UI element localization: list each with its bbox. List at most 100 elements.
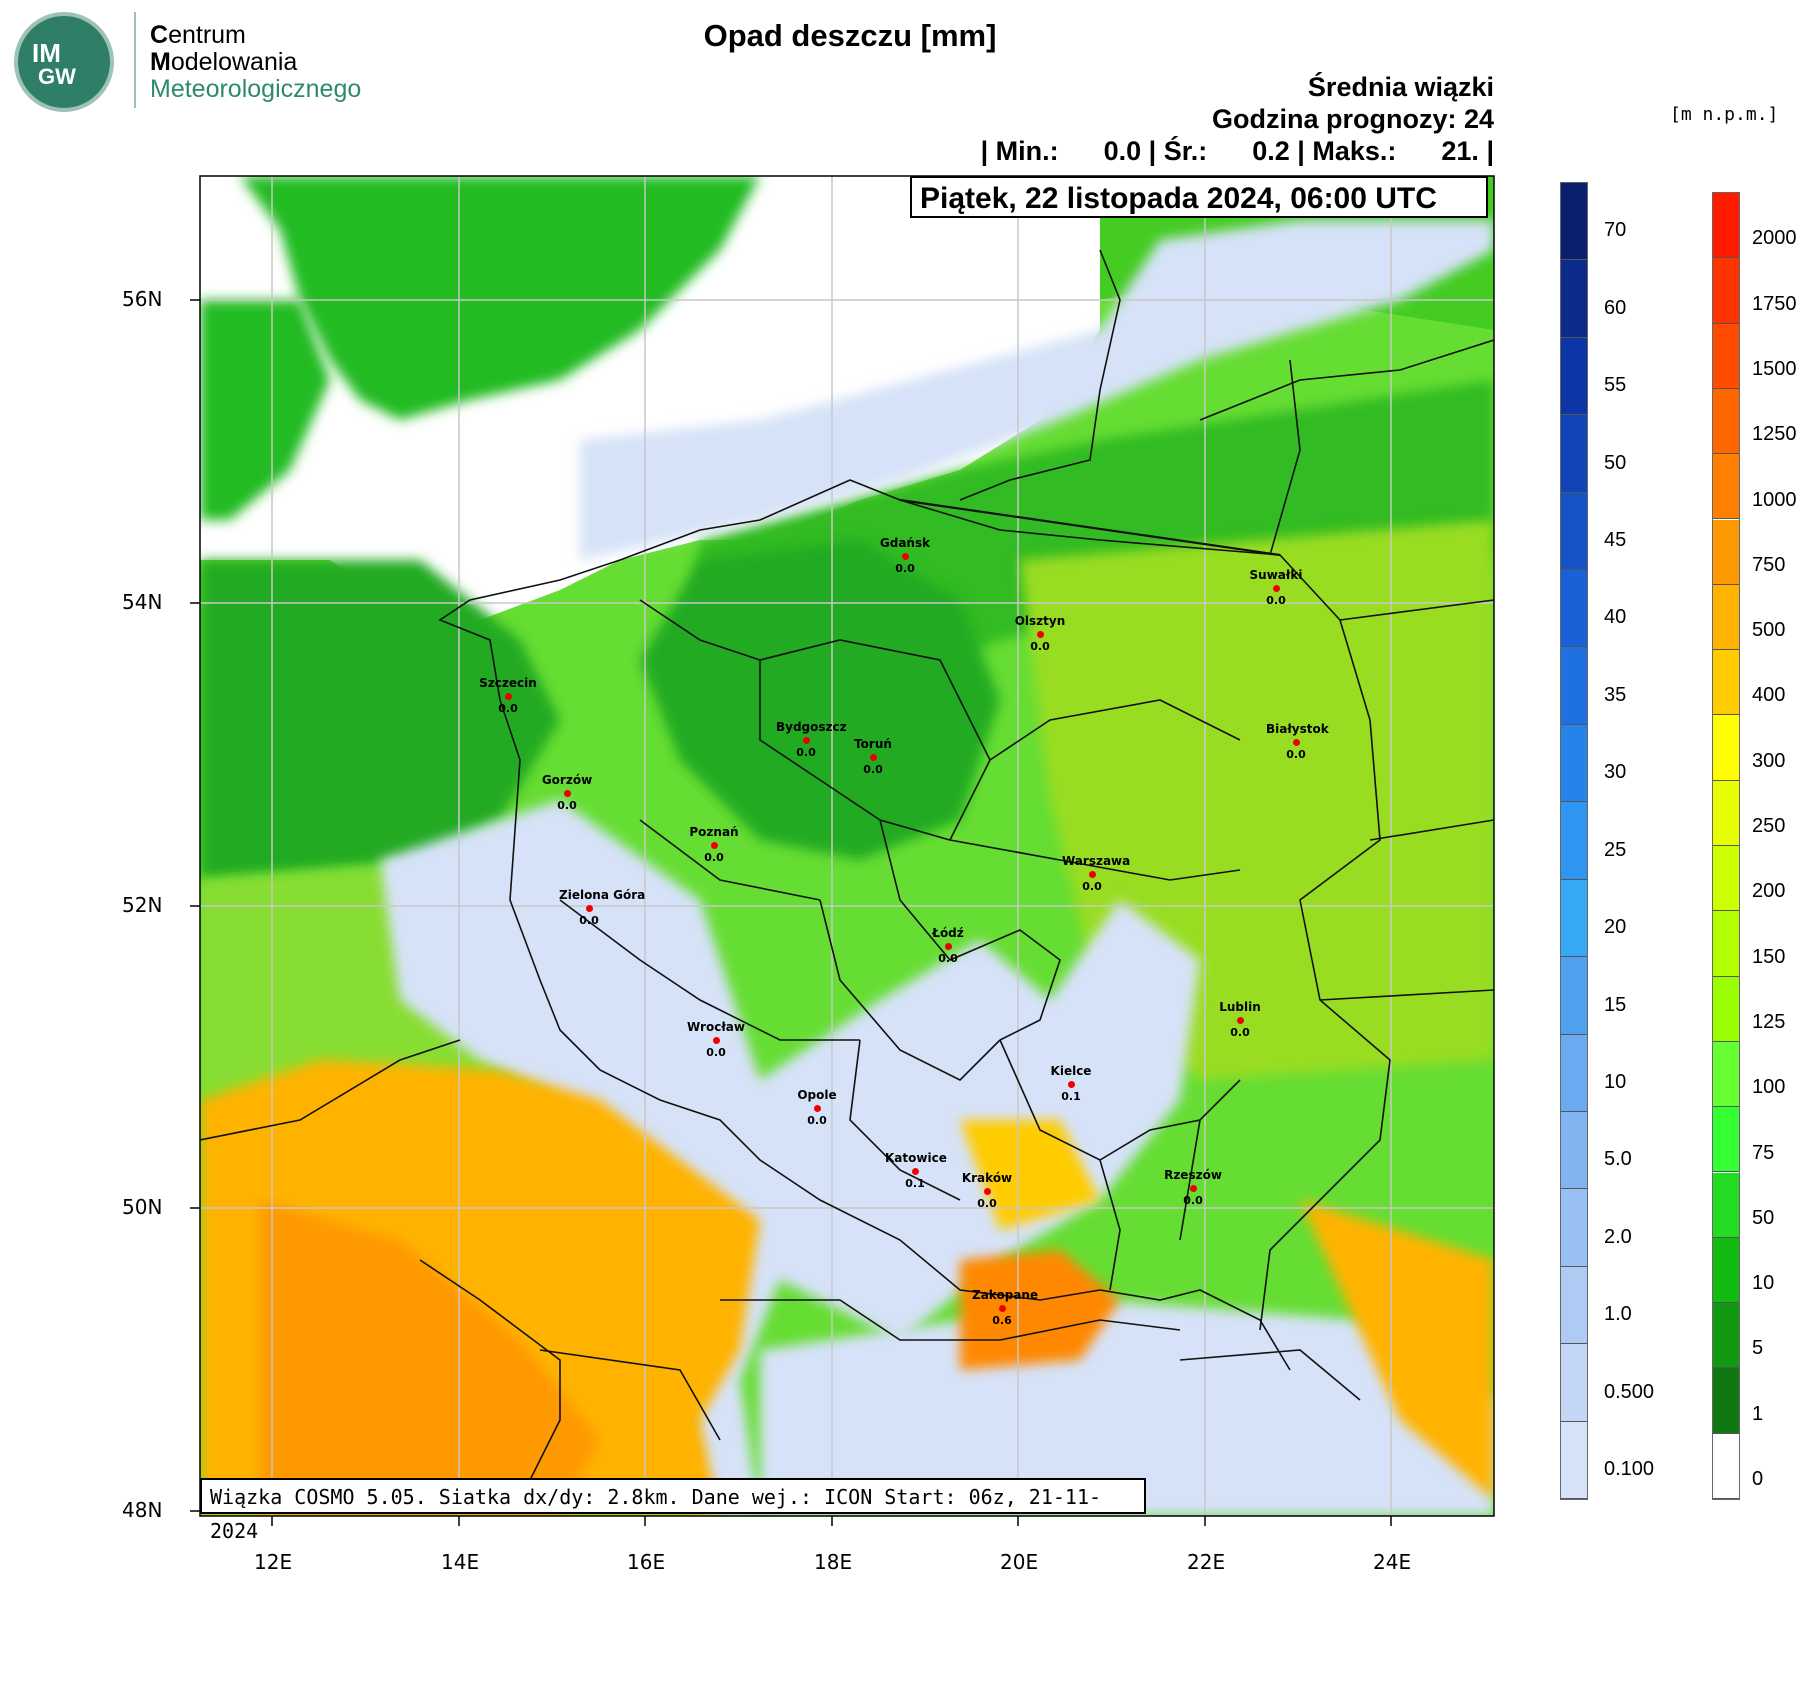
precip-colorbar-segment: [1561, 802, 1587, 880]
lon-label-16e: 16E: [627, 1550, 666, 1574]
elevation-colorbar-segment: [1713, 323, 1739, 389]
precip-colorbar-label: 60: [1604, 296, 1627, 319]
city-dot-krak-w: [984, 1188, 991, 1195]
city-name-krak-w: Kraków: [961, 1171, 1013, 1185]
city-value-zielona-g-ra: 0.0: [579, 914, 599, 927]
city-value-warszawa: 0.0: [1082, 880, 1102, 893]
elevation-colorbar-label: 1750: [1752, 292, 1797, 315]
city-name-warszawa: Warszawa: [1062, 854, 1131, 868]
lon-label-20e: 20E: [1000, 1550, 1039, 1574]
elevation-colorbar-segment: [1713, 193, 1739, 259]
map-title: Opad deszczu [mm]: [703, 18, 997, 53]
city-dot-bydgoszcz: [803, 737, 810, 744]
logo-badge-top: IM: [32, 38, 61, 68]
elevation-colorbar-label: 125: [1752, 1010, 1786, 1033]
city-name-lublin: Lublin: [1219, 1000, 1261, 1014]
elevation-unit: [m n.p.m.]: [1670, 104, 1779, 125]
elevation-colorbar-segment: [1713, 1107, 1739, 1173]
city-name-gorz-w: Gorzów: [541, 773, 593, 787]
city-value-gorz-w: 0.0: [557, 799, 577, 812]
precip-colorbar-segment: [1561, 879, 1587, 958]
elevation-colorbar-label: 1500: [1752, 357, 1797, 380]
city-value-szczecin: 0.0: [498, 702, 518, 715]
precip-colorbar-label: 70: [1604, 219, 1627, 242]
elevation-colorbar-label: 100: [1752, 1076, 1786, 1099]
elevation-colorbar-segment: [1713, 780, 1739, 846]
lon-label-18e: 18E: [814, 1550, 853, 1574]
city-value-krak-w: 0.0: [977, 1197, 997, 1210]
elevation-colorbar-segment: [1713, 976, 1739, 1042]
precip-colorbar-label: 15: [1604, 993, 1627, 1016]
valid-date-box: Piątek, 22 listopada 2024, 06:00 UTC: [910, 176, 1488, 218]
city-value-zakopane: 0.6: [992, 1314, 1012, 1327]
elevation-colorbar-segment: [1713, 1368, 1739, 1434]
elevation-colorbar-segment: [1713, 519, 1739, 585]
elevation-colorbar-label: 250: [1752, 815, 1786, 837]
city-name-bia-ystok: Białystok: [1266, 722, 1329, 736]
elevation-colorbar-segment: [1713, 454, 1739, 520]
city-dot-zielona-g-ra: [586, 905, 593, 912]
graticule: [200, 176, 1494, 1516]
elevation-colorbar: [1712, 192, 1740, 1500]
city-name-opole: Opole: [797, 1088, 837, 1102]
elevation-colorbar-label: 1000: [1752, 488, 1797, 511]
city-dot-kielce: [1068, 1081, 1075, 1088]
city-value-bia-ystok: 0.0: [1286, 748, 1306, 761]
city-dot-lublin: [1237, 1017, 1244, 1024]
city-name-katowice: Katowice: [885, 1151, 947, 1165]
logo-name: Centrum Modelowania Meteorologicznego: [150, 21, 362, 103]
elevation-colorbar-label: 10: [1752, 1272, 1775, 1295]
lat-label-52n: 52N: [122, 893, 163, 917]
lat-label-48n: 48N: [122, 1498, 163, 1522]
city-name-szczecin: Szczecin: [479, 676, 537, 690]
precip-colorbar-label: 45: [1604, 529, 1627, 552]
precip-colorbar-label: 55: [1604, 374, 1627, 397]
lon-label-24e: 24E: [1373, 1550, 1412, 1574]
elevation-colorbar-segment: [1713, 1172, 1739, 1238]
elevation-colorbar-segment: [1713, 911, 1739, 977]
city-dot-pozna-: [711, 842, 718, 849]
elevation-colorbar-label: 1250: [1752, 423, 1797, 446]
elevation-colorbar-segment: [1713, 388, 1739, 455]
city-name-zielona-g-ra: Zielona Góra: [559, 888, 646, 902]
precip-colorbar-segment: [1561, 492, 1587, 571]
city-name--d-: Łódź: [932, 926, 964, 940]
city-dot-szczecin: [505, 693, 512, 700]
city-dot-rzesz-w: [1190, 1185, 1197, 1192]
city-value-wroc-aw: 0.0: [706, 1046, 726, 1059]
city-dot-opole: [814, 1105, 821, 1112]
city-value--d-: 0.0: [938, 952, 958, 965]
elevation-colorbar-label: 400: [1752, 684, 1786, 707]
elevation-colorbar-segment: [1713, 1041, 1739, 1108]
city-value-pozna-: 0.0: [704, 851, 724, 864]
city-value-katowice: 0.1: [905, 1177, 925, 1190]
city-value-suwa-ki: 0.0: [1266, 594, 1286, 607]
logo-badge-bottom: GW: [38, 64, 76, 89]
city-dot--d-: [945, 943, 952, 950]
city-dot-toru-: [870, 754, 877, 761]
lon-label-12e: 12E: [254, 1550, 293, 1574]
city-dot-wroc-aw: [713, 1037, 720, 1044]
lon-label-22e: 22E: [1187, 1550, 1226, 1574]
city-dot-gda-sk: [902, 553, 909, 560]
elevation-colorbar-label: 750: [1752, 553, 1786, 576]
city-value-rzesz-w: 0.0: [1183, 1194, 1203, 1207]
city-name-toru-: Toruń: [854, 737, 892, 751]
elevation-colorbar-label: 2000: [1752, 227, 1797, 250]
precip-colorbar-segment: [1561, 647, 1587, 725]
city-name-suwa-ki: Suwałki: [1249, 568, 1303, 582]
admin-borders: [200, 249, 1494, 1501]
city-value-olsztyn: 0.0: [1030, 640, 1050, 653]
precip-colorbar-label: 0.100: [1604, 1458, 1655, 1480]
city-name-bydgoszcz: Bydgoszcz: [776, 720, 847, 734]
precip-colorbar-segment: [1561, 1421, 1587, 1499]
precip-colorbar-label: 1.0: [1604, 1303, 1632, 1326]
city-value-bydgoszcz: 0.0: [796, 746, 816, 759]
precip-colorbar-segment: [1561, 1344, 1587, 1422]
city-dot-katowice: [912, 1168, 919, 1175]
elevation-colorbar-label: 50: [1752, 1206, 1775, 1229]
forecast-hour-label: Godzina prognozy: 24: [1211, 104, 1494, 134]
city-name-pozna-: Poznań: [689, 825, 739, 839]
stats-label: | Min.: 0.0 | Śr.: 0.2 | Maks.: 21. |: [980, 136, 1494, 166]
